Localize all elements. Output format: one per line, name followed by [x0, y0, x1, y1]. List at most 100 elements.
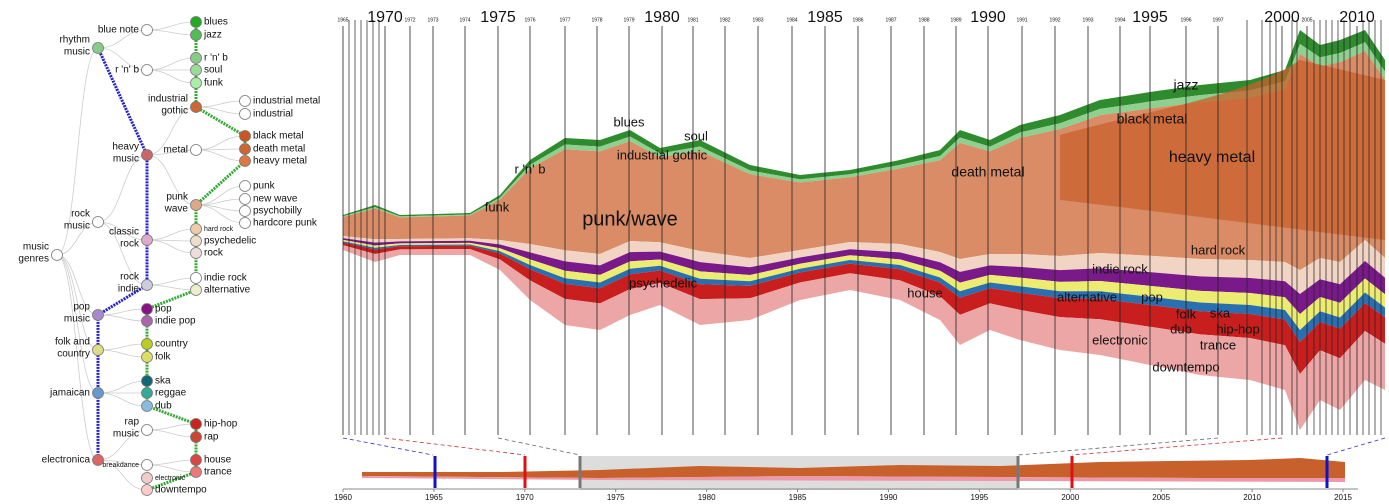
year-label: 1995	[1132, 9, 1168, 26]
stream-label: alternative	[1057, 289, 1117, 304]
tree-node	[190, 52, 202, 64]
tree-label: jazz	[203, 30, 222, 41]
year-label: 1990	[970, 9, 1006, 26]
tree-edge	[97, 221, 148, 286]
stream-label: pop	[1141, 289, 1163, 304]
tree-label: psychobilly	[253, 206, 302, 217]
tree-label: folk	[155, 352, 172, 363]
stream-label: electronic	[1092, 332, 1148, 347]
tree-node	[141, 484, 153, 496]
tree-edge	[97, 380, 148, 394]
tree-edge	[146, 228, 197, 241]
tree-label: house	[204, 455, 232, 466]
tree-node	[190, 29, 202, 41]
tree-edge	[97, 47, 148, 71]
tree-edge	[97, 314, 148, 322]
year-label: 1984	[786, 17, 797, 23]
tree-edge	[146, 284, 197, 291]
stream-label: hard rock	[1191, 242, 1246, 257]
tree-label: heavy metal	[253, 156, 307, 167]
tree-label: music	[113, 429, 139, 440]
tree-edge	[97, 343, 148, 351]
stream-band	[343, 245, 1385, 430]
tree-label: indie rock	[204, 273, 248, 284]
tree-node	[92, 42, 104, 54]
tree-node	[239, 143, 251, 155]
tree-label: classic	[109, 227, 139, 238]
tree-node	[190, 454, 202, 466]
tree-label: folk and	[55, 337, 90, 348]
tree-label: country	[57, 349, 90, 360]
tree-edge	[146, 29, 197, 36]
tree-node	[141, 24, 153, 36]
overview-tick-label: 1975	[607, 493, 625, 502]
tree-label: music	[64, 221, 90, 232]
tree-edge	[195, 204, 246, 224]
tree-label: music	[64, 314, 90, 325]
stream-band	[343, 238, 1385, 314]
tree-label: blues	[204, 17, 228, 28]
tree-edge	[56, 254, 99, 394]
tree-node	[141, 279, 153, 291]
genre-tree: musicgenresrhythmmusicrockmusicpopmusicf…	[18, 16, 320, 496]
tree-node	[239, 217, 251, 229]
year-label: 1983	[752, 17, 763, 23]
tree-label: rock	[120, 239, 140, 250]
stream-band	[343, 236, 1385, 294]
tree-node	[92, 344, 104, 356]
tree-label: rock	[120, 272, 140, 283]
tree-edge	[146, 423, 197, 431]
year-label: 1988	[918, 17, 929, 23]
tree-label: funk	[204, 78, 224, 89]
tree-edge	[97, 349, 148, 358]
year-label: 1979	[623, 17, 634, 23]
tree-label: rock	[71, 209, 91, 220]
tree-node	[239, 108, 251, 120]
tree-label: punk	[166, 192, 189, 203]
year-label: 1974	[459, 17, 470, 23]
tree-node	[190, 466, 202, 478]
tree-node	[141, 338, 153, 350]
tree-label: blue note	[98, 25, 140, 36]
stream-label: ska	[1210, 305, 1231, 320]
tree-node	[190, 64, 202, 76]
tree-edge	[97, 221, 148, 241]
tree-node	[190, 16, 202, 28]
zoom-link	[1017, 437, 1219, 456]
year-label: 1992	[1049, 17, 1060, 23]
tree-node	[190, 431, 202, 443]
stream-band	[1060, 60, 1385, 240]
year-label: 1976	[524, 17, 535, 23]
year-label: 1985	[807, 9, 843, 26]
tree-label: hard rock	[204, 226, 234, 233]
tree-label: soul	[204, 65, 222, 76]
tree-node	[141, 315, 153, 327]
zoom-link	[342, 437, 434, 456]
tree-node	[141, 149, 153, 161]
overview-tick-label: 1965	[425, 493, 443, 502]
tree-edge	[97, 429, 148, 461]
year-label: 1994	[1114, 17, 1125, 23]
tree-label: hardcore punk	[253, 218, 318, 229]
tree-edge	[56, 254, 99, 316]
stream-label: industrial gothic	[617, 147, 708, 162]
tree-node	[141, 303, 153, 315]
tree-label: industrial	[253, 109, 293, 120]
year-label: 1991	[1016, 17, 1027, 23]
tree-node	[92, 387, 104, 399]
year-label: 1977	[559, 17, 570, 23]
tree-edge	[56, 254, 99, 351]
overview-tick-label: 2010	[1243, 493, 1261, 502]
tree-node	[141, 234, 153, 246]
tree-node	[190, 101, 202, 113]
tree-edge	[146, 57, 197, 71]
tree-label: country	[155, 339, 188, 350]
overview-tick-label: 1995	[970, 493, 988, 502]
tree-label: industrial	[148, 94, 188, 105]
tree-edge	[146, 459, 197, 466]
year-label: 1993	[1082, 17, 1093, 23]
tree-label: punk	[253, 181, 276, 192]
tree-label: indie	[118, 284, 140, 295]
tree-label: alternative	[204, 285, 251, 296]
